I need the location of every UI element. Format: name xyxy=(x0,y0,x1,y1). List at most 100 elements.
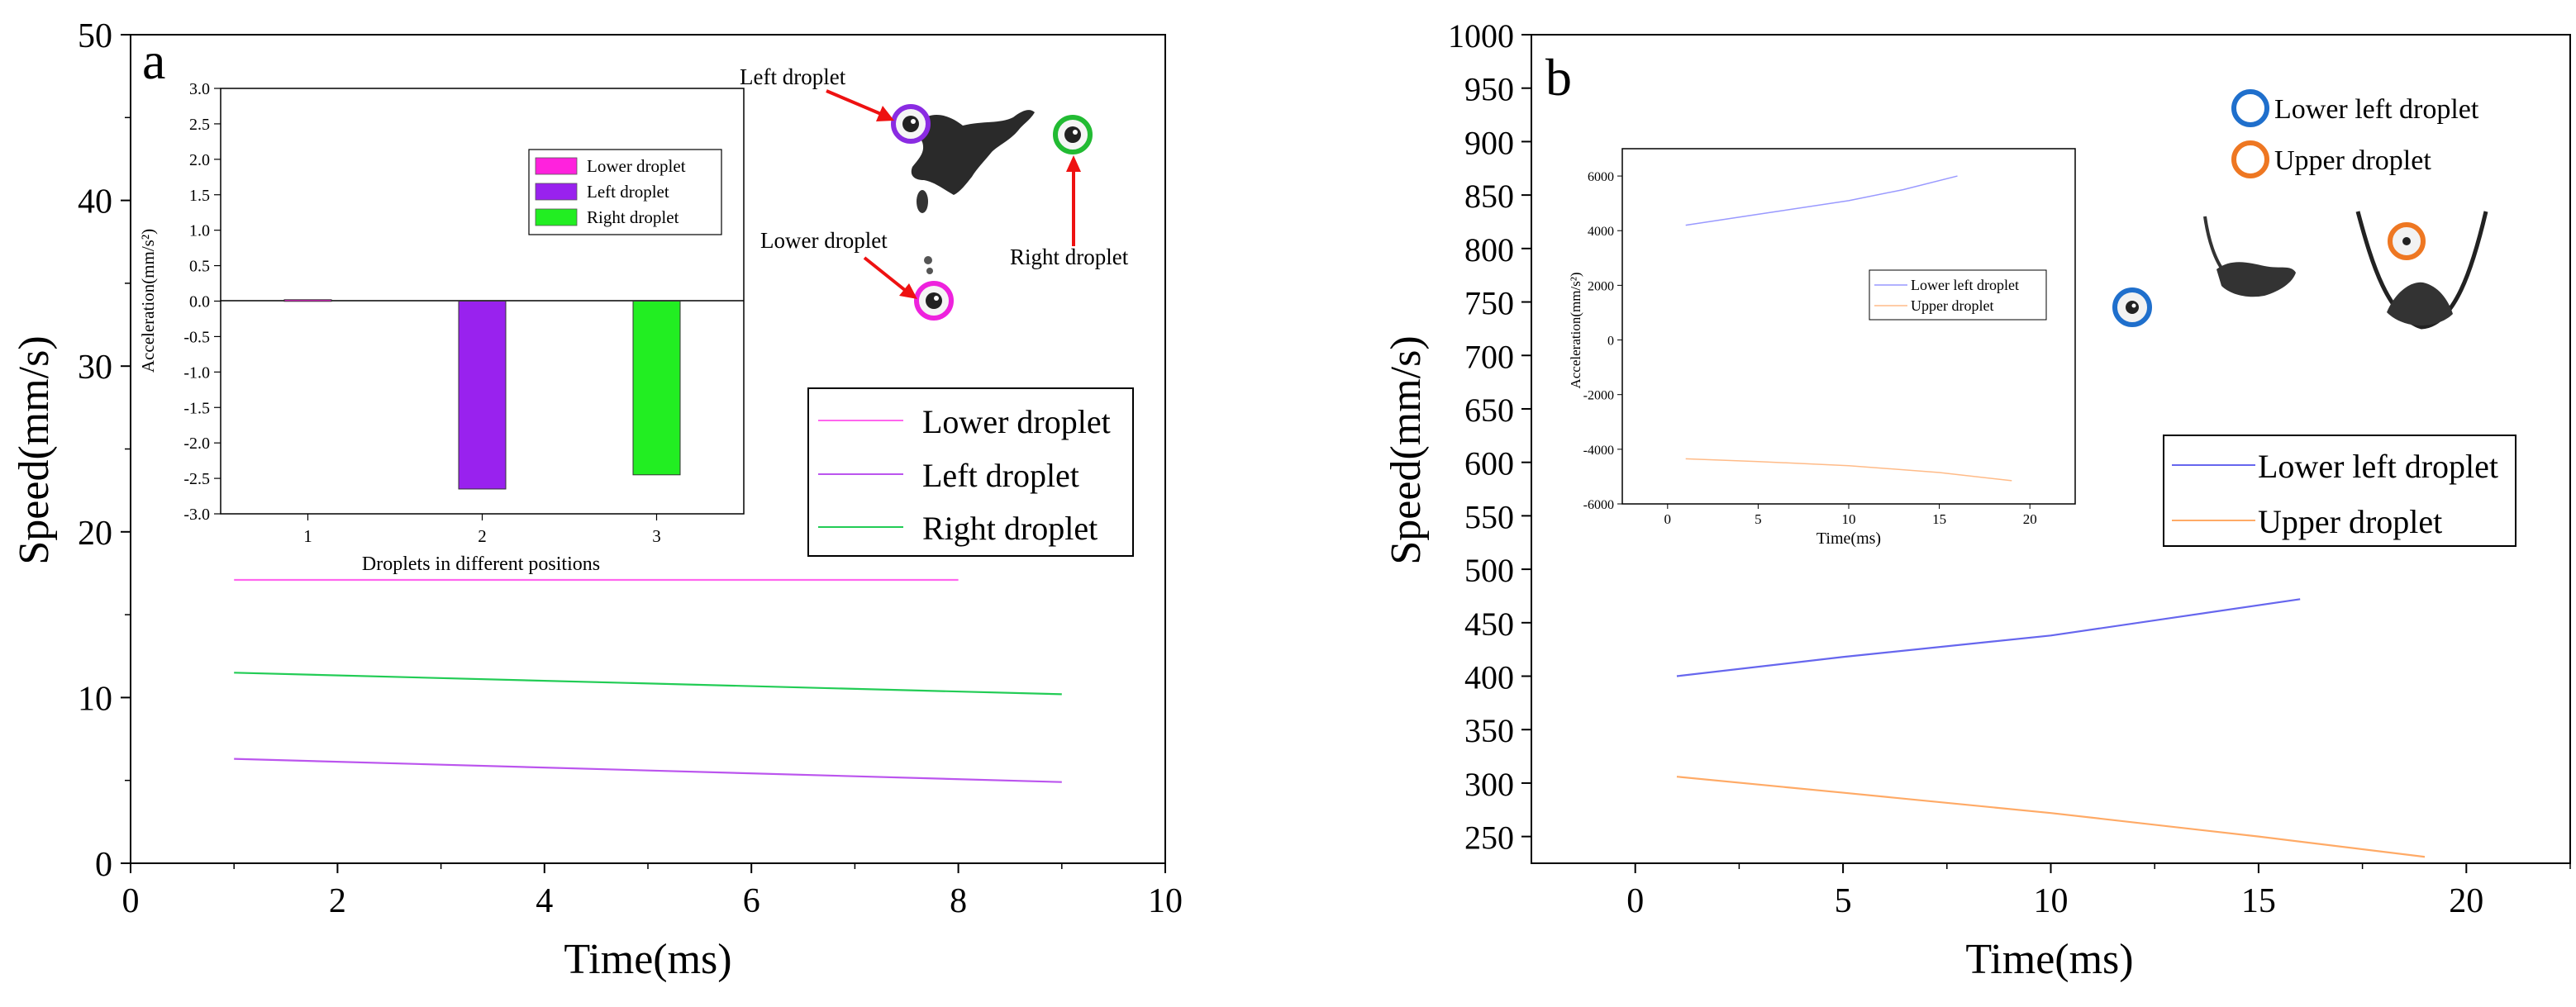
inset-a-ytick-label: -2.0 xyxy=(183,435,210,453)
inset-a-legend-swatch-left xyxy=(535,183,578,201)
b-xtick-label: 5 xyxy=(1835,882,1852,920)
inset-b-xtick-label: 10 xyxy=(1842,511,1856,527)
upper-droplet-key-label: Upper droplet xyxy=(2274,145,2431,176)
inset-a-ytick-label: 2.5 xyxy=(189,116,210,134)
inset-a-ytick-label: 2.0 xyxy=(189,151,210,169)
series-line-upper-droplet xyxy=(1676,776,2426,858)
inset-a-bar-lower-droplet xyxy=(283,299,332,302)
lower-left-droplet-core xyxy=(2126,301,2139,314)
inset-b-xtick-label: 20 xyxy=(2023,511,2037,527)
inset-a-xtick-label: 3 xyxy=(652,526,661,546)
series-line-left-droplet xyxy=(234,758,1062,783)
a-xtick-label: 0 xyxy=(122,882,140,920)
b-ytick-label: 950 xyxy=(1464,71,1514,108)
panel-a-x-axis-label: Time(ms) xyxy=(564,936,731,983)
inset-a-legend-label-lower: Lower droplet xyxy=(587,156,686,176)
inset-b-ytick-label: 2000 xyxy=(1588,279,1614,293)
panel-a-y-axis-label: Speed(mm/s) xyxy=(11,335,58,564)
b-ytick-label: 1000 xyxy=(1448,17,1514,55)
b-ytick-label: 700 xyxy=(1464,338,1514,375)
inset-b-ytick-label: 6000 xyxy=(1588,170,1614,184)
left-droplet-highlight xyxy=(911,119,916,124)
series-line-lower-left-droplet xyxy=(1676,598,2301,677)
legend-label-lower-droplet: Lower droplet xyxy=(922,403,1111,440)
a-xtick-label: 2 xyxy=(329,882,346,920)
inset-a-x-axis-label: Droplets in different positions xyxy=(362,553,600,575)
inset-b-series-line-upper-droplet xyxy=(1685,458,2012,482)
inset-a-bar-left-droplet xyxy=(458,301,507,490)
inset-a-bar-right-droplet xyxy=(632,301,681,476)
inset-b-legend-label-lower-left: Lower left droplet xyxy=(1911,277,2019,293)
left-droplet-arrowhead xyxy=(876,106,894,121)
inset-b-series-line-lower-left-droplet xyxy=(1685,175,1958,226)
inset-a-ytick-label: -3.0 xyxy=(183,506,210,524)
b-xtick-label: 10 xyxy=(2034,882,2069,920)
inset-a-y-axis-label: Acceleration(mm/s²) xyxy=(138,229,158,373)
inset-b-ytick-label: 0 xyxy=(1607,335,1614,349)
a-xtick-label: 10 xyxy=(1148,882,1183,920)
inset-a-ytick-label: 1.0 xyxy=(189,222,210,240)
inset-a-legend-swatch-lower xyxy=(535,157,578,175)
left-droplet-blob xyxy=(2217,262,2296,297)
inset-b-frame xyxy=(1621,148,2076,505)
series-line-right-droplet xyxy=(234,672,1062,696)
lower-droplet-core xyxy=(926,292,942,309)
lower-left-droplet-key-marker xyxy=(2231,89,2269,127)
a-ytick-label: 20 xyxy=(78,515,112,553)
inset-a-ytick-label: 0.5 xyxy=(189,258,210,276)
inset-a-legend-label-right: Right droplet xyxy=(587,207,679,227)
inset-a-ytick-label: -1.5 xyxy=(183,399,210,417)
inset-b-legend-label-upper: Upper droplet xyxy=(1911,297,1993,314)
inset-a-xtick-label: 1 xyxy=(303,526,312,546)
panel-a-legend-box xyxy=(807,387,1134,557)
b-ytick-label: 550 xyxy=(1464,498,1514,535)
panel-a-inset: 3.0 2.5 2.0 1.5 1.0 0.5 0.0 -0.5 -1.0 -1.5 -2.0 -2.… xyxy=(138,80,745,575)
a-ytick-label: 10 xyxy=(78,680,112,718)
b-ytick-label: 650 xyxy=(1464,392,1514,429)
panel-a: 0 10 20 30 40 50 0 2 4 6 8 10 Speed(mm/s) Time(ms)… xyxy=(11,17,1183,983)
droplet-cluster-shape xyxy=(911,110,1035,195)
b-xtick-label: 20 xyxy=(2449,882,2483,920)
b-ytick-label: 400 xyxy=(1464,659,1514,696)
right-droplet-arrowhead xyxy=(1066,155,1081,172)
inset-a-ytick-label: -0.5 xyxy=(183,328,210,346)
b-ytick-label: 900 xyxy=(1464,124,1514,161)
inset-b-xtick-label: 0 xyxy=(1664,511,1672,527)
inset-b-xtick-label: 15 xyxy=(1932,511,1946,527)
a-xtick-label: 4 xyxy=(536,882,553,920)
inset-a-ytick-label: -2.5 xyxy=(183,470,210,488)
a-ytick-label: 30 xyxy=(78,349,112,387)
b-ytick-label: 450 xyxy=(1464,606,1514,643)
a-ytick-label: 40 xyxy=(78,183,112,221)
b-ytick-label: 300 xyxy=(1464,766,1514,803)
inset-b-ytick-label: -6000 xyxy=(1583,498,1614,512)
panel-b-label: b xyxy=(1545,48,1572,107)
b-xtick-label: 15 xyxy=(2241,882,2276,920)
panel-a-legend: Lower droplet Left droplet Right droplet xyxy=(807,387,1134,557)
a-xtick-label: 6 xyxy=(743,882,760,920)
cup-shape xyxy=(2355,211,2488,330)
panel-b-legend: Lower left droplet Upper droplet xyxy=(2163,435,2516,547)
lower-left-droplet-key-label: Lower left droplet xyxy=(2274,94,2479,125)
right-droplet-core xyxy=(1064,126,1081,143)
inset-b-ytick-label: 4000 xyxy=(1588,225,1614,239)
a-xtick-label: 8 xyxy=(950,882,967,920)
left-droplet-arrow xyxy=(826,89,882,116)
inset-b-y-axis-label: Acceleration(mm/s²) xyxy=(1568,272,1583,388)
inset-b-xtick-label: 5 xyxy=(1755,511,1762,527)
legend-label-upper-droplet: Upper droplet xyxy=(2258,503,2442,540)
left-droplet-core xyxy=(902,116,919,132)
droplet-satellite-2 xyxy=(926,268,933,274)
lower-droplet-arrow xyxy=(863,256,907,292)
panel-b-y-axis-label: Speed(mm/s) xyxy=(1383,335,1430,564)
inset-a-ytick-label: 1.5 xyxy=(189,187,210,205)
panel-b: 2503003504004505005506006507007508008509… xyxy=(1383,17,2571,983)
right-droplet-label: Right droplet xyxy=(1010,245,1129,269)
droplet-drip xyxy=(917,190,928,213)
legend-label-left-droplet: Left droplet xyxy=(922,457,1079,494)
inset-a-ytick-label: 3.0 xyxy=(189,80,210,98)
b-ytick-label: 350 xyxy=(1464,712,1514,749)
inset-b-ytick-label: -2000 xyxy=(1583,389,1614,403)
left-droplet-label: Left droplet xyxy=(740,64,846,89)
inset-b-ytick-label: -4000 xyxy=(1583,444,1614,458)
